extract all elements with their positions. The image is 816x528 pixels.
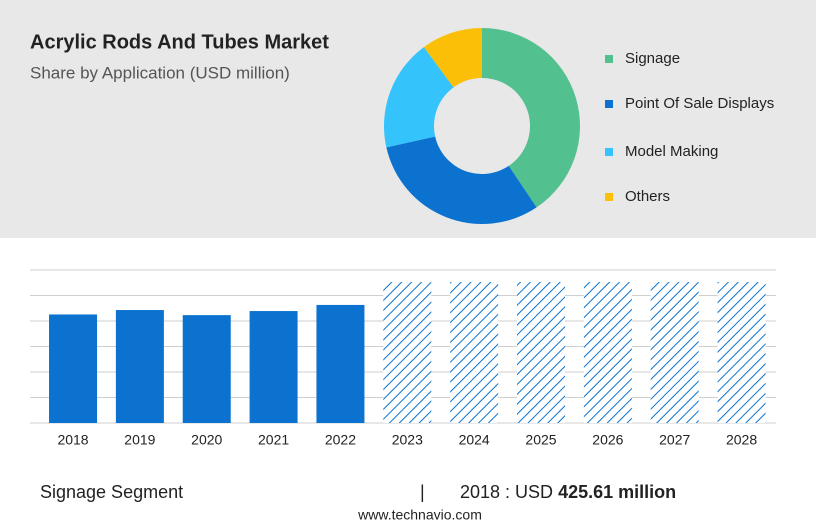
donut-segment (384, 47, 454, 148)
forecast-bar (717, 281, 766, 423)
bar (49, 314, 98, 423)
separator: | (420, 482, 425, 502)
forecast-bar (583, 281, 632, 423)
chart-title: Acrylic Rods And Tubes Market (30, 31, 329, 53)
legend-marker (605, 100, 613, 108)
x-tick-label: 2022 (325, 432, 356, 448)
value-text: 425.61 million (558, 482, 676, 502)
legend-marker (605, 55, 613, 63)
donut (384, 28, 580, 224)
footer-value: 2018 : USD 425.61 million (460, 482, 676, 502)
legend-label: Others (625, 188, 670, 205)
x-tick-label: 2025 (525, 432, 556, 448)
forecast-bar (383, 281, 432, 423)
x-tick-label: 2028 (726, 432, 757, 448)
bar (115, 310, 164, 423)
x-tick-label: 2020 (191, 432, 222, 448)
bar (316, 304, 365, 423)
donut-segment (482, 28, 580, 208)
legend-label: Point Of Sale Displays (625, 95, 774, 112)
forecast-bar (450, 281, 499, 423)
donut-segment (423, 28, 482, 88)
legend: Signage Point Of Sale Displays Model Makin… (605, 50, 774, 205)
x-tick-label: 2026 (592, 432, 623, 448)
x-tick-label: 2021 (258, 432, 289, 448)
bar-chart: 2018 2019 2020 2021 2022 2023 2024 2025 2026 2027… (30, 269, 776, 448)
year-label: 2018 : USD (460, 482, 558, 502)
forecast-bar (650, 281, 699, 423)
chart-subtitle: Share by Application (USD million) (30, 63, 290, 82)
legend-label: Signage (625, 50, 680, 67)
x-tick-label: 2027 (659, 432, 690, 448)
bar (182, 315, 231, 423)
forecast-bar (517, 281, 566, 423)
legend-marker (605, 148, 613, 156)
x-tick-label: 2019 (124, 432, 155, 448)
x-tick-label: 2023 (392, 432, 423, 448)
legend-label: Model Making (625, 143, 718, 160)
bar (249, 311, 298, 423)
x-tick-label: 2018 (57, 432, 88, 448)
donut-segment (386, 136, 537, 224)
website: www.technavio.com (357, 507, 482, 523)
segment-label: Signage Segment (40, 482, 183, 502)
legend-marker (605, 193, 613, 201)
x-tick-label: 2024 (459, 432, 490, 448)
